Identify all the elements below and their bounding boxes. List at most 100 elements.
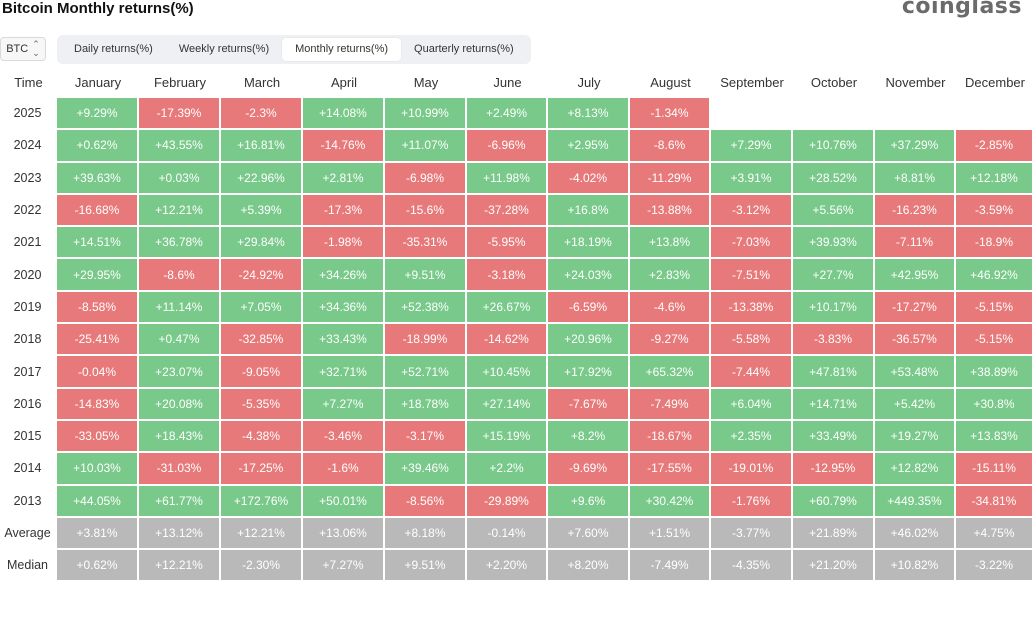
stat-cell: +46.02%: [875, 517, 956, 551]
stat-cell: -4.35%: [711, 550, 793, 583]
return-cell: -31.03%: [139, 453, 221, 486]
return-cell: +23.07%: [139, 356, 221, 389]
return-cell: -15.11%: [956, 453, 1034, 486]
return-cell: -1.34%: [630, 98, 711, 131]
return-cell: +24.03%: [548, 259, 630, 292]
return-cell: +14.71%: [793, 388, 875, 421]
return-cell: -32.85%: [221, 324, 303, 357]
return-cell: -17.25%: [221, 453, 303, 486]
return-cell: +17.92%: [548, 356, 630, 389]
table-row: 2018 -25.41% +0.47% -32.85% +33.43% -18.99% -1…: [0, 324, 1034, 357]
stat-cell: -7.49%: [630, 550, 711, 583]
return-cell: +44.05%: [57, 485, 139, 518]
return-cell: +10.76%: [793, 130, 875, 163]
return-cell: +11.07%: [385, 130, 467, 163]
return-cell: -2.85%: [956, 130, 1034, 163]
return-cell: -5.35%: [221, 388, 303, 421]
column-header-may: May: [413, 74, 439, 90]
stat-cell: +0.62%: [57, 550, 139, 583]
return-cell: +12.18%: [956, 162, 1034, 195]
return-cell: -8.56%: [385, 485, 467, 518]
stat-cell: +13.12%: [139, 517, 221, 551]
monthly-returns-table: Time January February March April May June Jul…: [0, 66, 1034, 583]
return-cell: -12.95%: [793, 453, 875, 486]
return-cell: +27.14%: [467, 388, 548, 421]
stat-cell: +8.20%: [548, 550, 630, 583]
return-cell: -7.03%: [711, 227, 793, 260]
return-cell: +20.08%: [139, 388, 221, 421]
column-header-july: July: [577, 74, 601, 90]
return-cell: +5.56%: [793, 194, 875, 228]
column-header-june: June: [493, 74, 522, 90]
return-cell: +2.81%: [303, 162, 385, 195]
return-cell: +449.35%: [875, 485, 956, 518]
stat-cell: +21.20%: [793, 550, 875, 583]
return-cell: +32.71%: [303, 356, 385, 389]
table-row: 2021 +14.51% +36.78% +29.84% -1.98% -35.31% -5…: [0, 227, 1034, 260]
return-cell: +28.52%: [793, 162, 875, 195]
tab-daily-returns[interactable]: Daily returns(%): [74, 43, 153, 55]
year-label: 2021: [0, 227, 57, 260]
column-header-january: January: [74, 74, 122, 90]
return-cell: +172.76%: [221, 485, 303, 518]
return-cell: +2.95%: [548, 130, 630, 163]
year-label: 2020: [0, 259, 57, 292]
brand-logo: coinglass: [901, 0, 1022, 19]
return-cell: +18.19%: [548, 227, 630, 260]
return-cell: -3.83%: [793, 324, 875, 357]
table-header-row: Time January February March April May June Jul…: [0, 66, 1034, 98]
return-cell: +2.35%: [711, 420, 793, 454]
return-cell: -16.68%: [57, 194, 139, 228]
table-row: 2019 -8.58% +11.14% +7.05% +34.36% +52.38% +26…: [0, 291, 1034, 325]
stat-cell: -2.30%: [221, 550, 303, 583]
return-cell: -14.83%: [57, 388, 139, 421]
return-cell: +9.29%: [57, 98, 139, 131]
return-cell: -15.6%: [385, 194, 467, 228]
page-title: Bitcoin Monthly returns(%): [2, 0, 194, 17]
return-cell: +52.38%: [385, 291, 467, 325]
return-cell: -11.29%: [630, 162, 711, 195]
stat-cell: +9.51%: [385, 550, 467, 583]
return-cell: +12.21%: [139, 194, 221, 228]
return-cell: +30.8%: [956, 388, 1034, 421]
return-cell: -8.58%: [57, 291, 139, 325]
tab-quarterly-returns[interactable]: Quarterly returns(%): [414, 43, 514, 55]
return-cell: +0.03%: [139, 162, 221, 195]
chevron-up-down-icon: ⌃ ⌄: [32, 39, 40, 58]
return-cell: [711, 98, 793, 131]
year-label: 2018: [0, 324, 57, 357]
return-cell: -14.62%: [467, 324, 548, 357]
stat-cell: +21.89%: [793, 517, 875, 551]
return-cell: -37.28%: [467, 194, 548, 228]
return-cell: -4.38%: [221, 420, 303, 454]
return-cell: -3.46%: [303, 420, 385, 454]
return-cell: +10.45%: [467, 356, 548, 389]
return-cell: -7.49%: [630, 388, 711, 421]
return-cell: +53.48%: [875, 356, 956, 389]
year-label: 2019: [0, 291, 57, 325]
year-label: 2016: [0, 388, 57, 421]
return-cell: -35.31%: [385, 227, 467, 260]
return-cell: -5.95%: [467, 227, 548, 260]
asset-selector[interactable]: BTC ⌃ ⌄: [0, 37, 46, 61]
table-row: 2014 +10.03% -31.03% -17.25% -1.6% +39.46% +2.…: [0, 453, 1034, 486]
return-cell: +7.29%: [711, 130, 793, 163]
return-cell: +9.51%: [385, 259, 467, 292]
stat-cell: +13.06%: [303, 517, 385, 551]
return-cell: +3.91%: [711, 162, 793, 195]
tab-weekly-returns[interactable]: Weekly returns(%): [178, 43, 270, 55]
return-cell: +10.03%: [57, 453, 139, 486]
year-label: 2017: [0, 356, 57, 389]
return-cell: -4.6%: [630, 291, 711, 325]
return-cell: +26.67%: [467, 291, 548, 325]
column-header-october: October: [810, 74, 858, 90]
return-cell: +46.92%: [956, 259, 1034, 292]
return-cell: -17.27%: [875, 291, 956, 325]
return-cell: +34.36%: [303, 291, 385, 325]
return-cell: -7.67%: [548, 388, 630, 421]
return-cell: +7.05%: [221, 291, 303, 325]
return-cell: -18.99%: [385, 324, 467, 357]
return-cell: +19.27%: [875, 420, 956, 454]
return-cell: +16.81%: [221, 130, 303, 163]
tab-monthly-returns[interactable]: Monthly returns(%): [282, 38, 402, 61]
